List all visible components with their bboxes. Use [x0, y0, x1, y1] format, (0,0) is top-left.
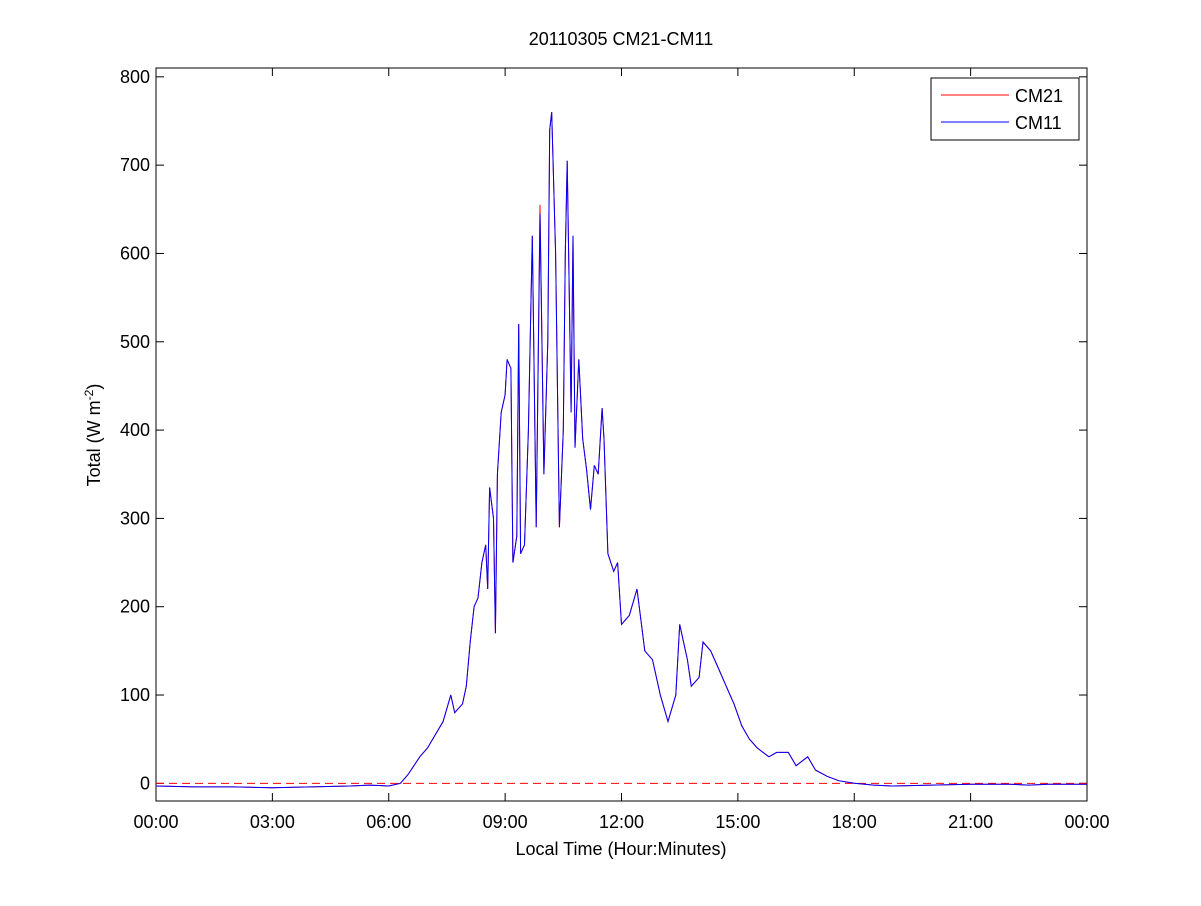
x-axis-label: Local Time (Hour:Minutes) — [515, 839, 726, 859]
x-tick-label: 12:00 — [599, 812, 644, 832]
x-tick-label: 09:00 — [483, 812, 528, 832]
y-tick-label: 300 — [120, 508, 150, 528]
y-axis-label: Total (W m-2) — [82, 384, 104, 487]
y-label-sup: -2 — [82, 389, 96, 400]
x-tick-label: 15:00 — [715, 812, 760, 832]
chart-title: 20110305 CM21-CM11 — [529, 29, 713, 49]
y-label-suffix: ) — [84, 384, 104, 390]
x-tick-label: 21:00 — [948, 812, 993, 832]
plot-area — [155, 67, 1088, 802]
legend-label: CM21 — [1015, 86, 1063, 106]
series-line — [155, 112, 1087, 789]
x-tick-label: 00:00 — [1064, 812, 1109, 832]
y-label-text: Total (W m — [84, 400, 104, 486]
x-tick-label: 06:00 — [366, 812, 411, 832]
legend-box — [930, 77, 1080, 141]
x-tick-label: 18:00 — [832, 812, 877, 832]
y-tick-label: 800 — [120, 67, 150, 87]
x-tick-label: 03:00 — [250, 812, 295, 832]
x-tick-label: 00:00 — [133, 812, 178, 832]
y-tick-label: 600 — [120, 243, 150, 263]
y-tick-label: 0 — [140, 773, 150, 793]
y-tick-label: 500 — [120, 332, 150, 352]
y-tick-label: 200 — [120, 597, 150, 617]
y-tick-label: 700 — [120, 155, 150, 175]
y-tick-label: 400 — [120, 420, 150, 440]
y-tick-label: 100 — [120, 685, 150, 705]
legend-label: CM11 — [1015, 113, 1062, 133]
